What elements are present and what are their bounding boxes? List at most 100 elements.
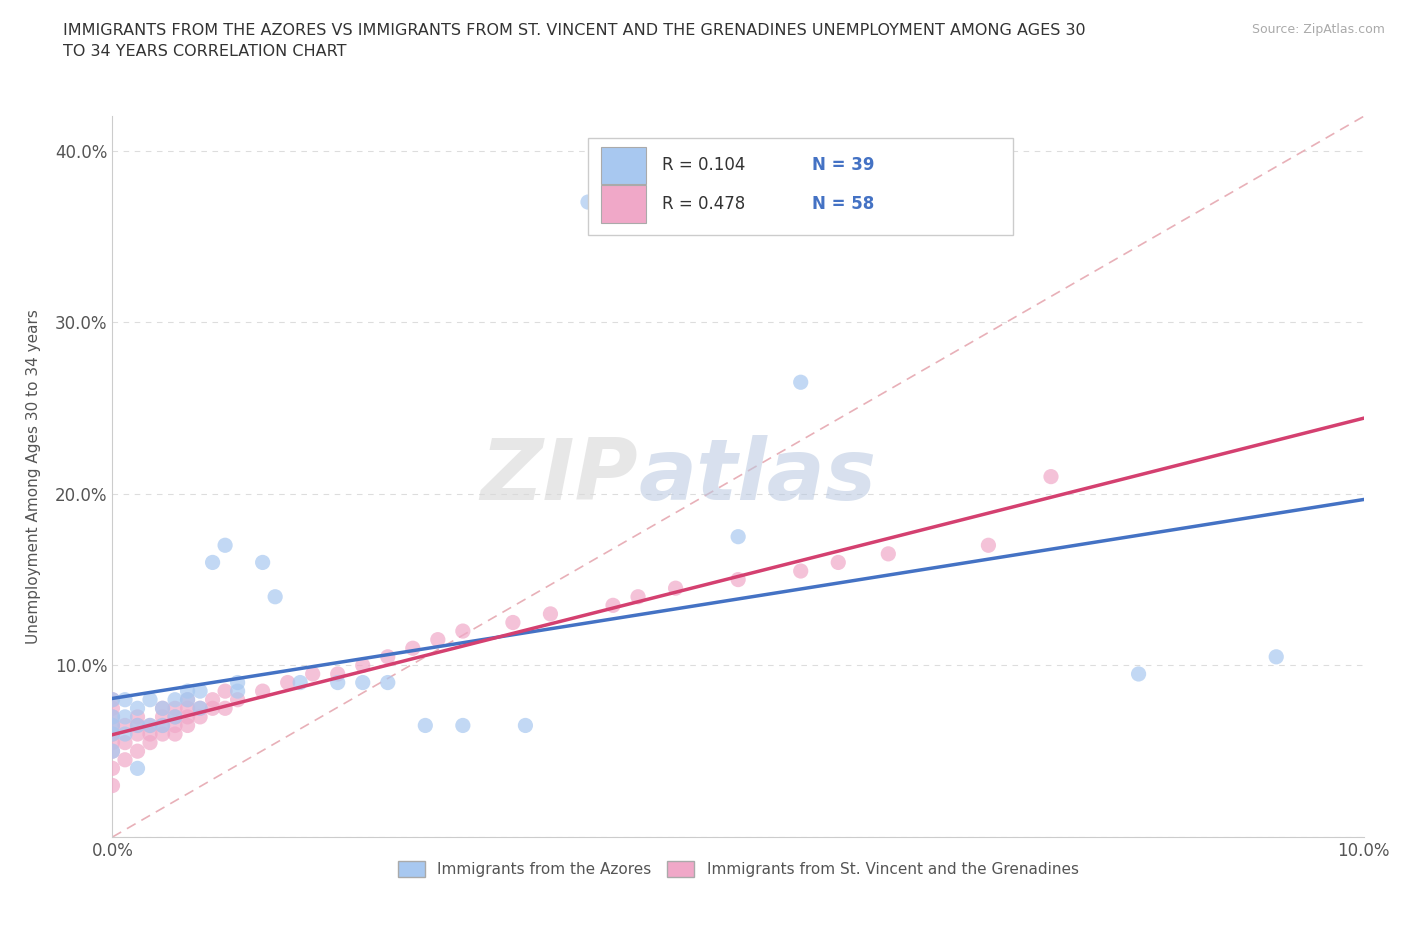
Point: [163, 718, 186, 733]
FancyBboxPatch shape: [588, 138, 1014, 235]
Point: [114, 710, 136, 724]
Point: [114, 718, 136, 733]
Point: [101, 761, 124, 776]
Point: [152, 701, 174, 716]
Point: [664, 580, 686, 595]
Point: [540, 606, 562, 621]
Point: [352, 658, 374, 672]
Point: [101, 726, 124, 741]
Point: [101, 718, 124, 733]
Point: [139, 726, 162, 741]
Point: [277, 675, 299, 690]
Point: [252, 555, 274, 570]
Point: [139, 736, 162, 751]
Text: N = 39: N = 39: [813, 156, 875, 174]
Point: [101, 744, 124, 759]
Point: [139, 692, 162, 707]
Point: [627, 590, 650, 604]
Point: [152, 701, 174, 716]
Point: [226, 684, 249, 698]
Point: [214, 684, 236, 698]
Point: [352, 675, 374, 690]
Point: [176, 701, 198, 716]
Point: [827, 555, 849, 570]
Point: [176, 684, 198, 698]
Point: [727, 572, 749, 587]
Point: [226, 692, 249, 707]
Point: [451, 624, 474, 639]
Point: [176, 692, 198, 707]
Legend: Immigrants from the Azores, Immigrants from St. Vincent and the Grenadines: Immigrants from the Azores, Immigrants f…: [391, 856, 1085, 884]
Point: [101, 710, 124, 724]
Point: [402, 641, 425, 656]
Point: [101, 692, 124, 707]
Point: [127, 718, 149, 733]
Text: IMMIGRANTS FROM THE AZORES VS IMMIGRANTS FROM ST. VINCENT AND THE GRENADINES UNE: IMMIGRANTS FROM THE AZORES VS IMMIGRANTS…: [63, 23, 1085, 60]
Point: [101, 701, 124, 716]
Point: [139, 718, 162, 733]
Point: [326, 667, 349, 682]
Point: [1265, 649, 1288, 664]
Point: [1128, 667, 1150, 682]
Point: [188, 701, 211, 716]
FancyBboxPatch shape: [600, 185, 645, 223]
Point: [152, 718, 174, 733]
Point: [188, 710, 211, 724]
Point: [290, 675, 312, 690]
Point: [188, 684, 211, 698]
Point: [377, 675, 399, 690]
Point: [139, 718, 162, 733]
Point: [451, 718, 474, 733]
Point: [201, 701, 224, 716]
Point: [163, 726, 186, 741]
Point: [576, 194, 599, 209]
Point: [101, 744, 124, 759]
Point: [790, 375, 813, 390]
Point: [264, 590, 287, 604]
Point: [101, 718, 124, 733]
Point: [515, 718, 537, 733]
Point: [176, 692, 198, 707]
Point: [602, 598, 624, 613]
Point: [152, 710, 174, 724]
Point: [226, 675, 249, 690]
Text: R = 0.104: R = 0.104: [662, 156, 745, 174]
Point: [127, 701, 149, 716]
Point: [377, 649, 399, 664]
Text: atlas: atlas: [638, 435, 876, 518]
Text: ZIP: ZIP: [481, 435, 638, 518]
Point: [152, 726, 174, 741]
Point: [127, 718, 149, 733]
Point: [114, 692, 136, 707]
Point: [152, 718, 174, 733]
FancyBboxPatch shape: [600, 147, 645, 184]
Point: [101, 736, 124, 751]
Point: [176, 710, 198, 724]
Point: [127, 744, 149, 759]
Point: [127, 761, 149, 776]
Point: [127, 710, 149, 724]
Point: [790, 564, 813, 578]
Point: [101, 692, 124, 707]
Point: [977, 538, 1000, 552]
Point: [114, 736, 136, 751]
Point: [201, 555, 224, 570]
Point: [163, 710, 186, 724]
Point: [727, 529, 749, 544]
Text: N = 58: N = 58: [813, 195, 875, 213]
Point: [176, 718, 198, 733]
Point: [214, 701, 236, 716]
Point: [252, 684, 274, 698]
Point: [188, 701, 211, 716]
Point: [1039, 469, 1063, 484]
Point: [163, 692, 186, 707]
Point: [101, 726, 124, 741]
Point: [163, 701, 186, 716]
Point: [101, 778, 124, 793]
Point: [163, 710, 186, 724]
Y-axis label: Unemployment Among Ages 30 to 34 years: Unemployment Among Ages 30 to 34 years: [27, 309, 41, 644]
Text: R = 0.478: R = 0.478: [662, 195, 745, 213]
Point: [114, 726, 136, 741]
Point: [426, 632, 449, 647]
Point: [326, 675, 349, 690]
